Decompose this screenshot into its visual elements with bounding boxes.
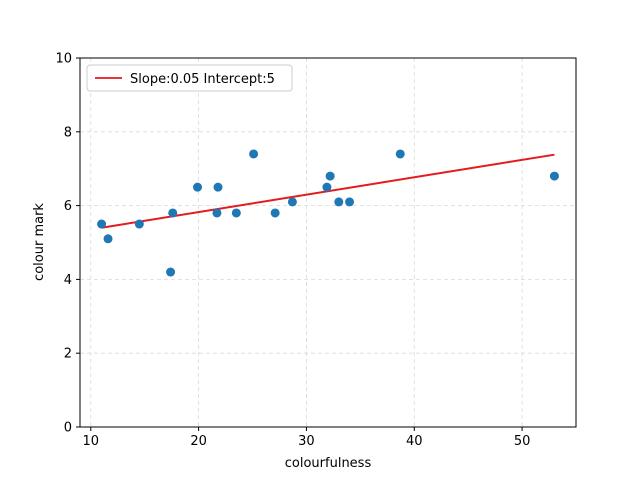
y-tick-label: 6 (64, 199, 72, 214)
y-tick-label: 8 (64, 125, 72, 140)
data-point (213, 182, 223, 192)
data-point (231, 208, 241, 218)
x-tick-label: 50 (514, 434, 531, 449)
x-tick-label: 20 (190, 434, 207, 449)
data-point (103, 234, 113, 244)
x-tick-label: 30 (298, 434, 315, 449)
data-point (166, 267, 176, 277)
data-point (287, 197, 297, 207)
data-point (549, 171, 559, 181)
y-tick-label: 4 (64, 273, 72, 288)
grid (80, 57, 576, 428)
x-tick-label: 10 (83, 434, 100, 449)
y-axis-label: colour mark (32, 203, 47, 281)
y-tick-label: 2 (64, 347, 72, 362)
x-axis-label: colourfulness (285, 456, 372, 471)
data-point (325, 171, 335, 181)
x-tick-label: 40 (406, 434, 423, 449)
points-layer (97, 149, 559, 277)
legend: Slope:0.05 Intercept:5 (86, 64, 293, 92)
legend-entry-fit-line: Slope:0.05 Intercept:5 (130, 72, 275, 87)
plot-frame (79, 57, 577, 428)
data-point (168, 208, 178, 218)
data-point (345, 197, 355, 207)
data-point (270, 208, 280, 218)
legend-box (86, 64, 293, 92)
data-point (249, 149, 259, 159)
y-tick-label: 0 (64, 421, 72, 436)
data-point (212, 208, 222, 218)
data-point (193, 182, 203, 192)
data-point (334, 197, 344, 207)
data-point (395, 149, 405, 159)
data-point (134, 219, 144, 229)
data-point (322, 182, 332, 192)
y-tick-label: 10 (55, 52, 72, 67)
x-axis-ticks: 10 20 30 40 50 (83, 427, 531, 449)
y-axis-ticks: 0 2 4 6 8 10 (55, 52, 80, 436)
data-point (97, 219, 107, 229)
